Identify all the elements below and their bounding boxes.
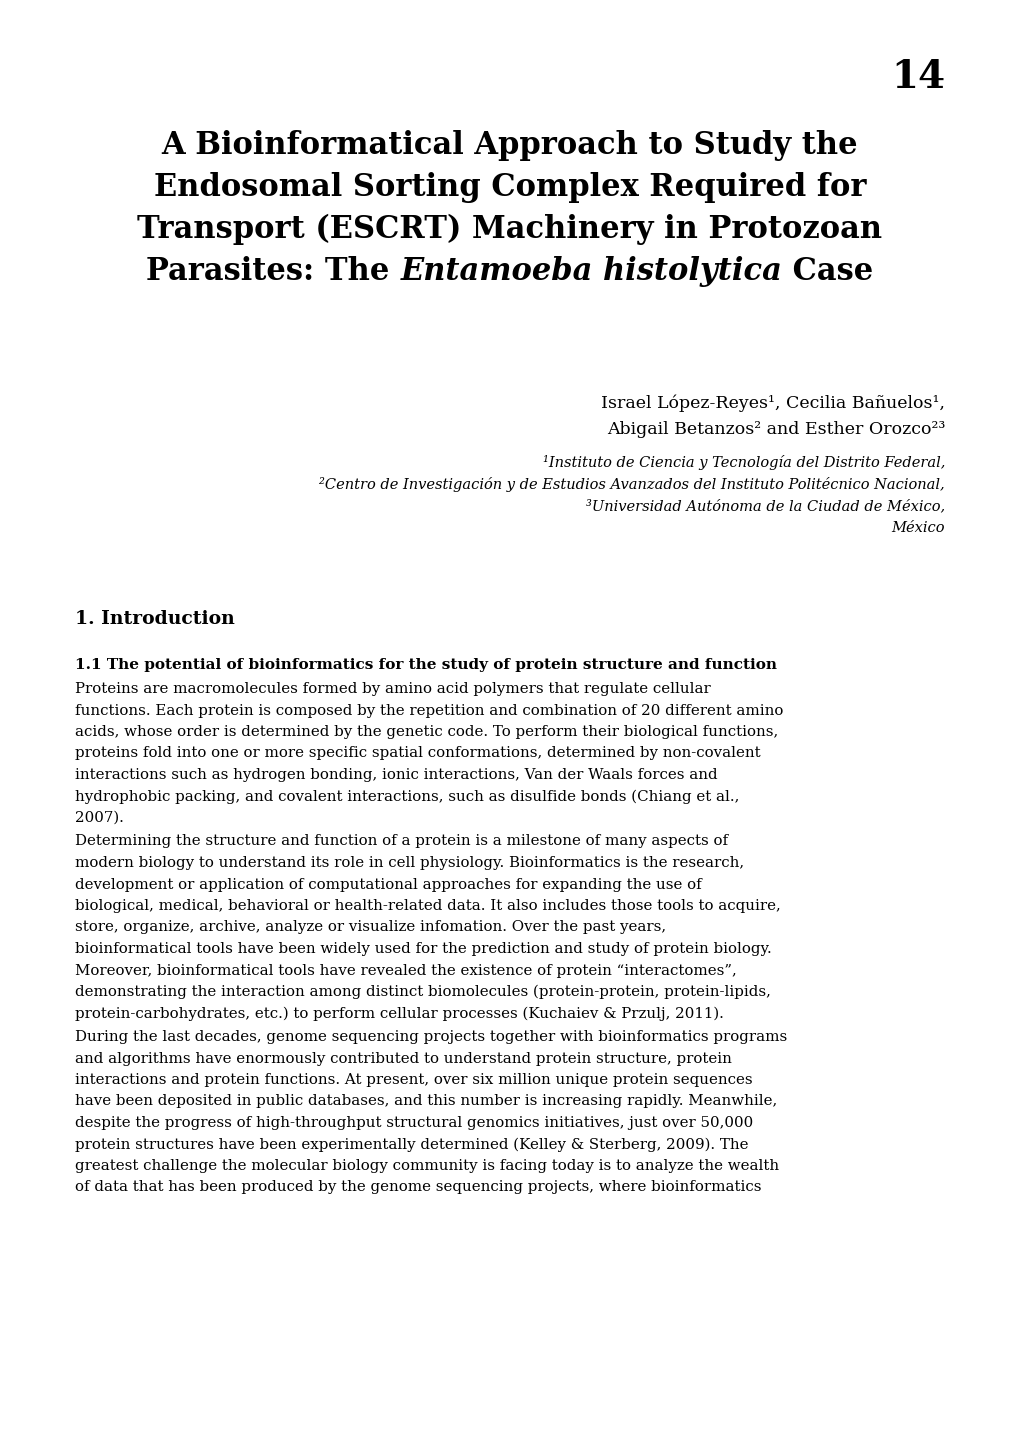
- Text: Israel López-Reyes¹, Cecilia Bañuelos¹,: Israel López-Reyes¹, Cecilia Bañuelos¹,: [600, 394, 944, 413]
- Text: acids, whose order is determined by the genetic code. To perform their biologica: acids, whose order is determined by the …: [75, 725, 777, 740]
- Text: Entamoeba histolytica: Entamoeba histolytica: [400, 256, 782, 286]
- Text: biological, medical, behavioral or health-related data. It also includes those t: biological, medical, behavioral or healt…: [75, 899, 780, 912]
- Text: During the last decades, genome sequencing projects together with bioinformatics: During the last decades, genome sequenci…: [75, 1030, 787, 1045]
- Text: 1.1 The potential of bioinformatics for the study of protein structure and funct: 1.1 The potential of bioinformatics for …: [75, 658, 776, 672]
- Text: ¹Instituto de Ciencia y Tecnología del Distrito Federal,: ¹Instituto de Ciencia y Tecnología del D…: [542, 455, 944, 471]
- Text: interactions and protein functions. At present, over six million unique protein : interactions and protein functions. At p…: [75, 1073, 752, 1086]
- Text: of data that has been produced by the genome sequencing projects, where bioinfor: of data that has been produced by the ge…: [75, 1180, 761, 1194]
- Text: México: México: [891, 521, 944, 535]
- Text: Endosomal Sorting Complex Required for: Endosomal Sorting Complex Required for: [154, 173, 865, 203]
- Text: ³Universidad Autónoma de la Ciudad de México,: ³Universidad Autónoma de la Ciudad de Mé…: [585, 499, 944, 512]
- Text: Transport (ESCRT) Machinery in Protozoan: Transport (ESCRT) Machinery in Protozoan: [138, 214, 881, 245]
- Text: 2007).: 2007).: [75, 812, 123, 825]
- Text: A Bioinformatical Approach to Study the: A Bioinformatical Approach to Study the: [162, 130, 857, 161]
- Text: protein-carbohydrates, etc.) to perform cellular processes (Kuchaiev & Przulj, 2: protein-carbohydrates, etc.) to perform …: [75, 1006, 723, 1020]
- Text: ²Centro de Investigación y de Estudios Avanzados del Instituto Politécnico Nacio: ²Centro de Investigación y de Estudios A…: [319, 476, 944, 492]
- Text: proteins fold into one or more specific spatial conformations, determined by non: proteins fold into one or more specific …: [75, 747, 760, 760]
- Text: Determining the structure and function of a protein is a milestone of many aspec: Determining the structure and function o…: [75, 835, 728, 849]
- Text: despite the progress of high-throughput structural genomics initiatives, just ov: despite the progress of high-throughput …: [75, 1117, 752, 1130]
- Text: store, organize, archive, analyze or visualize infomation. Over the past years,: store, organize, archive, analyze or vis…: [75, 921, 665, 934]
- Text: interactions such as hydrogen bonding, ionic interactions, Van der Waals forces : interactions such as hydrogen bonding, i…: [75, 768, 717, 781]
- Text: Proteins are macromolecules formed by amino acid polymers that regulate cellular: Proteins are macromolecules formed by am…: [75, 682, 710, 696]
- Text: Moreover, bioinformatical tools have revealed the existence of protein “interact: Moreover, bioinformatical tools have rev…: [75, 964, 736, 977]
- Text: 1. Introduction: 1. Introduction: [75, 610, 234, 627]
- Text: protein structures have been experimentally determined (Kelley & Sterberg, 2009): protein structures have been experimenta…: [75, 1137, 748, 1151]
- Text: hydrophobic packing, and covalent interactions, such as disulfide bonds (Chiang : hydrophobic packing, and covalent intera…: [75, 790, 739, 804]
- Text: greatest challenge the molecular biology community is facing today is to analyze: greatest challenge the molecular biology…: [75, 1158, 779, 1173]
- Text: 14: 14: [890, 58, 944, 96]
- Text: development or application of computational approaches for expanding the use of: development or application of computatio…: [75, 878, 701, 892]
- Text: Abigail Betanzos² and Esther Orozco²³: Abigail Betanzos² and Esther Orozco²³: [606, 422, 944, 437]
- Text: demonstrating the interaction among distinct biomolecules (protein-protein, prot: demonstrating the interaction among dist…: [75, 986, 770, 1000]
- Text: Case: Case: [782, 256, 872, 286]
- Text: functions. Each protein is composed by the repetition and combination of 20 diff: functions. Each protein is composed by t…: [75, 704, 783, 718]
- Text: have been deposited in public databases, and this number is increasing rapidly. : have been deposited in public databases,…: [75, 1095, 776, 1108]
- Text: bioinformatical tools have been widely used for the prediction and study of prot: bioinformatical tools have been widely u…: [75, 943, 771, 955]
- Text: and algorithms have enormously contributed to understand protein structure, prot: and algorithms have enormously contribut…: [75, 1052, 732, 1065]
- Text: modern biology to understand its role in cell physiology. Bioinformatics is the : modern biology to understand its role in…: [75, 856, 744, 871]
- Text: Parasites: The: Parasites: The: [147, 256, 400, 286]
